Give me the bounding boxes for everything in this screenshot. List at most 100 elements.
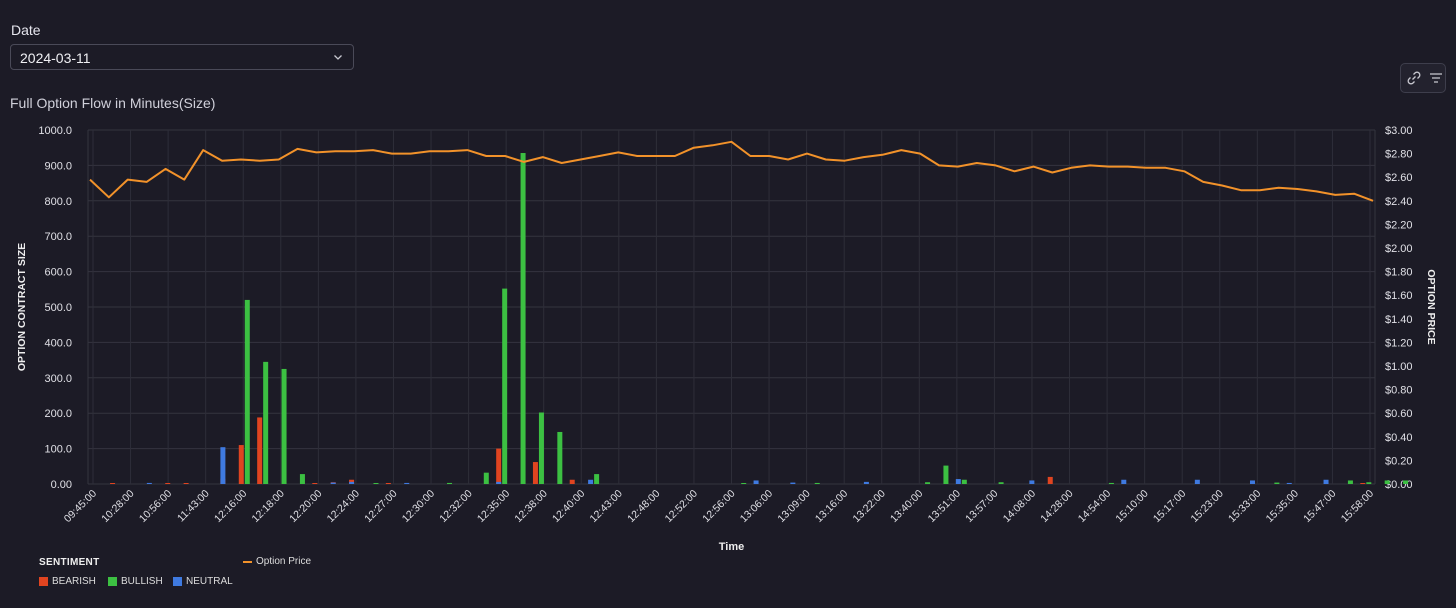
bar-bearish — [496, 448, 502, 484]
link-icon[interactable] — [1406, 70, 1422, 86]
y-right-tick-label: $0.80 — [1385, 385, 1413, 397]
y-left-tick-label: 600.0 — [44, 267, 72, 279]
bar-bullish — [1403, 480, 1409, 484]
x-tick-label: 15:47:00 — [1301, 488, 1338, 525]
chevron-down-icon — [334, 55, 342, 60]
bar-bullish — [557, 431, 563, 484]
bar-neutral — [1194, 479, 1200, 484]
y-right-tick-label: $3.00 — [1385, 125, 1413, 137]
date-filter-label: Date — [11, 22, 41, 38]
y-right-tick-label: $1.40 — [1385, 314, 1413, 326]
x-tick-label: 11:43:00 — [175, 488, 212, 525]
legend-label-bearish: BEARISH — [52, 576, 96, 587]
bar-bullish — [1274, 482, 1280, 484]
x-tick-label: 13:09:00 — [775, 488, 812, 525]
y-right-axis-title: OPTION PRICE — [1425, 269, 1437, 344]
bar-neutral — [1121, 479, 1127, 484]
y-right-tick-label: $2.40 — [1385, 196, 1413, 208]
x-tick-label: 12:40:00 — [550, 488, 587, 525]
x-tick-label: 13:40:00 — [888, 488, 925, 525]
legend-label-neutral: NEUTRAL — [186, 576, 233, 587]
bar-bullish — [244, 299, 250, 484]
y-right-tick-label: $2.80 — [1385, 149, 1413, 161]
bar-bearish — [569, 479, 575, 484]
x-tick-label: 15:10:00 — [1113, 488, 1150, 525]
bar-neutral — [1029, 480, 1035, 484]
bar-bullish — [502, 288, 508, 484]
bar-neutral — [349, 481, 355, 484]
bar-bearish — [110, 483, 116, 484]
x-tick-label: 10:28:00 — [99, 488, 136, 525]
x-tick-label: 12:16:00 — [212, 488, 249, 525]
bar-neutral — [955, 479, 961, 484]
legend-label-bullish: BULLISH — [121, 576, 163, 587]
bar-neutral — [330, 482, 336, 484]
x-tick-label: 15:33:00 — [1226, 488, 1263, 525]
date-select[interactable]: 2024-03-11 — [10, 44, 354, 70]
bar-bearish — [385, 483, 391, 484]
x-tick-label: 12:24:00 — [325, 488, 362, 525]
bar-bearish — [312, 483, 318, 484]
bar-neutral — [1286, 482, 1292, 484]
x-tick-label: 15:35:00 — [1264, 488, 1301, 525]
x-tick-label: 12:56:00 — [700, 488, 737, 525]
y-left-tick-label: 200.0 — [44, 408, 72, 420]
chart-title: Full Option Flow in Minutes(Size) — [10, 95, 216, 111]
bar-bearish — [1047, 476, 1053, 484]
bar-bullish — [447, 482, 453, 484]
bar-neutral — [146, 482, 152, 484]
y-left-axis-title: OPTION CONTRACT SIZE — [16, 243, 28, 371]
x-tick-label: 12:27:00 — [362, 488, 399, 525]
y-left-tick-label: 100.0 — [44, 444, 72, 456]
filter-icon[interactable] — [1428, 70, 1444, 86]
x-tick-label: 12:20:00 — [287, 488, 324, 525]
bar-bearish — [257, 417, 263, 484]
bar-bearish — [238, 445, 244, 484]
legend-swatch-neutral — [173, 577, 182, 586]
bar-bullish — [1347, 480, 1353, 484]
bar-bullish — [299, 474, 305, 484]
bar-bullish — [1366, 482, 1372, 484]
y-right-tick-label: $0.40 — [1385, 432, 1413, 444]
bar-neutral — [404, 482, 410, 484]
legend-item-bearish[interactable]: BEARISH — [39, 576, 96, 587]
bar-bullish — [373, 483, 379, 484]
y-right-tick-label: $1.80 — [1385, 267, 1413, 279]
y-right-tick-label: $0.60 — [1385, 408, 1413, 420]
bar-bullish — [925, 482, 931, 484]
x-tick-label: 10:56:00 — [137, 488, 174, 525]
legend-swatch-bullish — [108, 577, 117, 586]
option-price-line — [89, 140, 1374, 202]
legend-item-bullish[interactable]: BULLISH — [108, 576, 163, 587]
bar-bullish — [483, 472, 489, 484]
bar-neutral — [863, 481, 869, 484]
x-tick-label: 14:08:00 — [1001, 488, 1038, 525]
x-tick-label: 09:45:00 — [62, 488, 99, 525]
y-right-tick-label: $1.60 — [1385, 290, 1413, 302]
bar-bullish — [814, 482, 820, 484]
legend-title: SENTIMENT — [39, 557, 100, 568]
legend-swatch-bearish — [39, 577, 48, 586]
option-flow-chart: 0.00 100.0 200.0 300.0 400.0 500.0 600.0 700.0 8… — [16, 125, 1437, 553]
x-tick-label: 13:16:00 — [813, 488, 850, 525]
y-right-tick-label: $2.60 — [1385, 172, 1413, 184]
x-tick-label: 12:38:00 — [512, 488, 549, 525]
bar-bullish — [520, 153, 526, 484]
legend-item-neutral[interactable]: NEUTRAL — [173, 576, 233, 587]
bar-bearish — [165, 483, 171, 484]
x-tick-label: 13:51:00 — [926, 488, 963, 525]
x-tick-label: 13:22:00 — [850, 488, 887, 525]
y-right-tick-label: $1.00 — [1385, 361, 1413, 373]
legend-item-option-price[interactable]: Option Price — [243, 556, 311, 567]
chart-toolbar — [1400, 63, 1446, 93]
y-left-tick-label: 1000.0 — [38, 125, 72, 137]
y-right-tick-label: $0.20 — [1385, 455, 1413, 467]
bar-bullish — [741, 483, 747, 484]
legend-line-option-price — [243, 560, 252, 563]
y-left-tick-label: 900.0 — [44, 160, 72, 172]
bar-bullish — [943, 465, 949, 484]
x-tick-label: 15:58:00 — [1339, 488, 1376, 525]
bar-bearish — [183, 483, 189, 484]
date-select-value: 2024-03-11 — [20, 50, 91, 66]
x-tick-label: 13:06:00 — [738, 488, 775, 525]
